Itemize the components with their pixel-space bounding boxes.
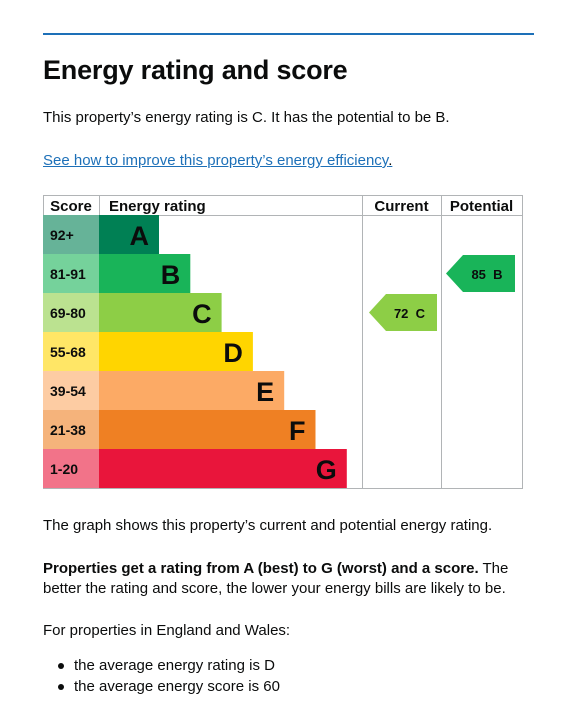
score-range-label: 39-54	[50, 383, 86, 399]
score-range-cell	[43, 254, 99, 293]
rating-summary: This property’s energy rating is C. It h…	[43, 109, 450, 126]
rating-bar-letter: F	[289, 416, 306, 446]
rating-bar	[99, 410, 316, 449]
potential-rating-label: 85 B	[471, 267, 502, 282]
rating-bar	[99, 215, 159, 254]
graph-caption: The graph shows this property’s current …	[43, 517, 493, 534]
rating-bar	[99, 254, 191, 293]
potential-rating-arrow	[446, 255, 515, 292]
link-period: .	[388, 152, 393, 169]
average-rating-item: the average energy rating is D	[43, 655, 280, 676]
rating-bar	[99, 332, 253, 371]
score-range-cell	[43, 332, 99, 371]
score-range-label: 55-68	[50, 344, 86, 360]
score-range-cell	[43, 293, 99, 332]
score-range-label: 92+	[50, 227, 74, 243]
score-range-label: 1-20	[50, 461, 78, 477]
score-range-cell	[43, 371, 99, 410]
score-range-label: 81-91	[50, 266, 86, 282]
averages-list: the average energy rating is D the avera…	[43, 655, 280, 697]
score-range-label: 69-80	[50, 305, 86, 321]
improve-efficiency-link[interactable]: See how to improve this property’s energ…	[43, 151, 392, 171]
rating-bar	[99, 371, 285, 410]
header-current: Current	[374, 198, 428, 215]
region-text: For properties in England and Wales:	[43, 622, 291, 639]
rating-explanation-bold: Properties get a rating from A (best) to…	[43, 560, 479, 577]
current-rating-arrow	[369, 294, 437, 331]
rating-bar-letter: B	[161, 260, 181, 290]
score-range-cell	[43, 449, 99, 488]
section-divider	[43, 33, 534, 35]
score-range-label: 21-38	[50, 422, 86, 438]
rating-bar-letter: C	[192, 299, 212, 329]
page-title: Energy rating and score	[43, 55, 348, 85]
rating-bar-letter: A	[130, 221, 150, 251]
rating-bar-letter: D	[223, 338, 243, 368]
rating-bar	[99, 293, 222, 332]
rating-bar	[99, 449, 347, 488]
rating-explanation: Properties get a rating from A (best) to…	[43, 559, 533, 599]
rating-bar-letter: G	[316, 455, 337, 485]
rating-explanation-rest: The better the rating and score, the low…	[43, 560, 509, 597]
energy-rating-chart: Score Energy rating Current Potential 92+ A 81…	[43, 195, 523, 489]
header-potential: Potential	[450, 198, 513, 215]
rating-bar-letter: E	[256, 377, 274, 407]
improve-efficiency-link-text[interactable]: See how to improve this property’s energ…	[43, 152, 389, 169]
score-range-cell	[43, 215, 99, 254]
current-rating-label: 72 C	[394, 306, 426, 321]
score-range-cell	[43, 410, 99, 449]
header-score: Score	[50, 198, 92, 215]
average-score-item: the average energy score is 60	[43, 676, 280, 697]
header-energy-rating: Energy rating	[109, 198, 206, 215]
